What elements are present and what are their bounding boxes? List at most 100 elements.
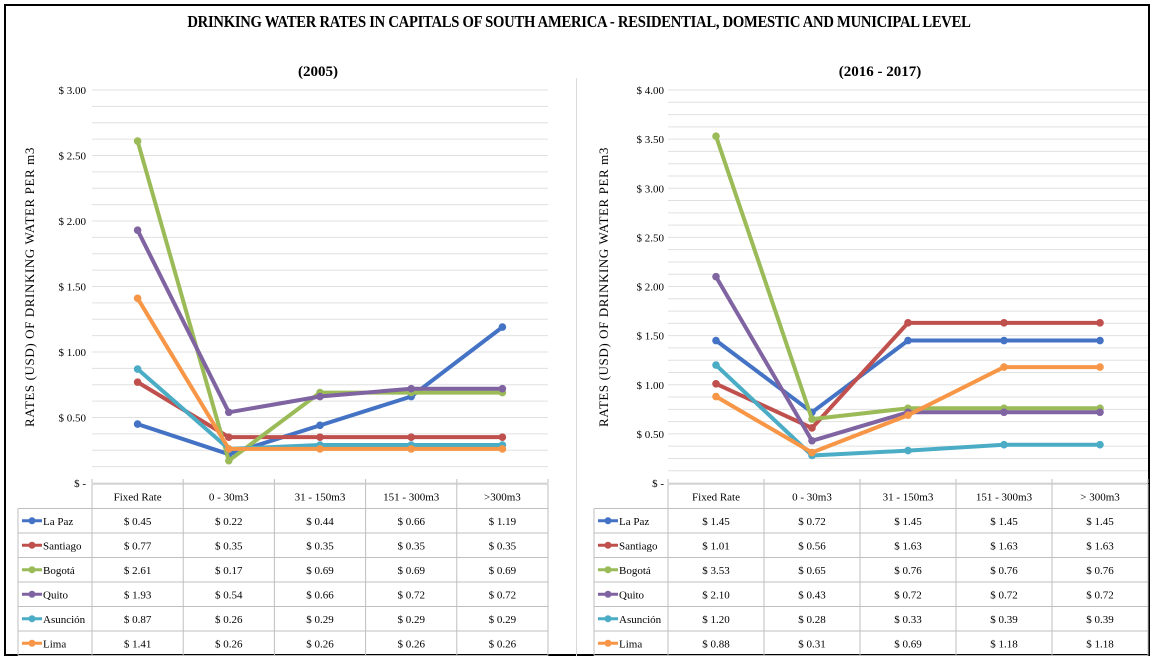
right-data-cell: $ 0.76 — [990, 565, 1018, 577]
left-legend-key-marker — [28, 639, 36, 647]
left-data-cell: $ 0.29 — [397, 614, 425, 626]
right-data-point — [1096, 440, 1104, 449]
right-data-point — [712, 379, 720, 388]
right-legend-key-marker — [604, 566, 612, 574]
right-data-point — [904, 319, 912, 327]
left-data-point — [225, 445, 233, 453]
panel-divider — [576, 78, 577, 656]
left-data-cell: $ 2.61 — [124, 565, 152, 577]
right-legend-key-marker — [604, 590, 612, 598]
right-y-tick-label: $ 4.00 — [637, 85, 665, 97]
left-data-cell: $ 1.93 — [124, 589, 152, 601]
left-data-point — [133, 378, 142, 386]
left-data-point — [316, 433, 324, 441]
left-y-axis-label: RATES (USD) OF DRINKING WATER PER m3 — [22, 147, 37, 427]
left-data-cell: $ 0.29 — [306, 614, 334, 626]
left-legend-key-marker — [28, 566, 36, 574]
right-y-tick-label: $ 1.50 — [637, 331, 665, 343]
right-x-tick-label: 31 - 150m3 — [883, 491, 934, 503]
left-y-tick-label: $ 0.50 — [59, 413, 87, 425]
left-y-tick-label: $ 2.00 — [59, 216, 87, 228]
right-y-axis-label: RATES (USD) OF DRINKING WATER PER m3 — [596, 147, 611, 427]
right-data-cell: $ 0.28 — [798, 614, 826, 626]
right-data-cell: $ 1.63 — [990, 540, 1018, 552]
right-data-cell: $ 1.45 — [990, 516, 1018, 528]
right-data-cell: $ 1.18 — [990, 638, 1018, 650]
left-data-point — [133, 365, 142, 373]
right-data-cell: $ 0.88 — [702, 638, 730, 650]
left-data-cell: $ 0.17 — [215, 565, 243, 577]
left-data-cell: $ 0.35 — [215, 540, 243, 552]
left-x-tick-label: >300m3 — [484, 491, 521, 503]
right-data-cell: $ 1.18 — [1086, 638, 1114, 650]
left-data-cell: $ 1.19 — [489, 516, 517, 528]
left-data-cell: $ 0.26 — [397, 638, 425, 650]
right-data-point — [1096, 336, 1104, 345]
right-data-point — [1096, 319, 1104, 327]
right-data-point — [712, 272, 720, 281]
left-data-point — [133, 420, 142, 428]
right-data-cell: $ 0.72 — [1086, 589, 1114, 601]
right-x-tick-label: > 300m3 — [1080, 491, 1120, 503]
left-y-tick-label: $ 3.00 — [59, 85, 87, 97]
left-data-cell: $ 0.66 — [397, 516, 425, 528]
right-data-point — [1000, 440, 1008, 449]
left-data-point — [498, 433, 507, 441]
right-data-point — [1000, 319, 1008, 327]
right-data-cell: $ 0.43 — [798, 589, 826, 601]
right-data-point — [712, 392, 720, 401]
left-y-tick-label: $ - — [74, 478, 86, 490]
left-data-point — [407, 445, 416, 453]
left-legend-label: Bogotá — [43, 565, 75, 577]
left-data-cell: $ 0.35 — [306, 540, 334, 552]
left-y-tick-label: $ 1.50 — [59, 282, 87, 294]
left-data-cell: $ 0.72 — [397, 589, 425, 601]
left-data-point — [316, 445, 324, 453]
right-legend-label: La Paz — [619, 516, 649, 528]
right-data-point — [808, 448, 816, 457]
left-data-cell: $ 0.26 — [306, 638, 334, 650]
right-y-tick-label: $ 2.00 — [637, 282, 665, 294]
left-x-tick-label: 151 - 300m3 — [383, 491, 440, 503]
right-y-tick-label: $ 0.50 — [637, 429, 665, 441]
right-data-cell: $ 0.33 — [894, 614, 922, 626]
right-data-cell: $ 1.45 — [1086, 516, 1114, 528]
left-data-cell: $ 0.26 — [215, 638, 243, 650]
right-data-cell: $ 1.45 — [894, 516, 922, 528]
right-y-tick-label: $ 3.00 — [637, 183, 665, 195]
figure-frame — [4, 4, 1150, 656]
right-data-cell: $ 1.63 — [1086, 540, 1114, 552]
left-data-cell: $ 0.54 — [215, 589, 243, 601]
left-data-point — [498, 384, 507, 393]
right-data-cell: $ 0.31 — [798, 638, 826, 650]
left-data-point — [498, 445, 507, 453]
right-data-point — [1000, 363, 1008, 371]
right-data-cell: $ 0.69 — [894, 638, 922, 650]
left-data-cell: $ 0.26 — [489, 638, 517, 650]
right-data-cell: $ 0.56 — [798, 540, 826, 552]
left-data-cell: $ 0.69 — [489, 565, 517, 577]
right-data-cell: $ 0.76 — [894, 565, 922, 577]
right-data-point — [1000, 336, 1008, 345]
left-legend-key-marker — [28, 590, 36, 598]
right-data-cell: $ 0.72 — [894, 589, 922, 601]
right-data-cell: $ 0.72 — [798, 516, 826, 528]
right-data-cell: $ 1.20 — [702, 614, 730, 626]
left-data-point — [498, 323, 507, 331]
right-legend-label: Lima — [619, 638, 642, 650]
right-data-cell: $ 0.39 — [1086, 614, 1114, 626]
right-data-point — [1096, 408, 1104, 417]
right-legend-label: Quito — [619, 589, 645, 601]
right-data-point — [1000, 408, 1008, 417]
left-legend-label: Santiago — [43, 540, 82, 552]
right-data-cell: $ 1.63 — [894, 540, 922, 552]
right-data-point — [808, 424, 816, 432]
left-data-point — [316, 392, 324, 401]
right-data-point — [904, 411, 912, 420]
right-legend-key-marker — [604, 639, 612, 647]
left-data-cell: $ 0.69 — [306, 565, 334, 577]
right-legend-label: Santiago — [619, 540, 658, 552]
right-data-point — [712, 336, 720, 345]
left-data-cell: $ 0.35 — [397, 540, 425, 552]
